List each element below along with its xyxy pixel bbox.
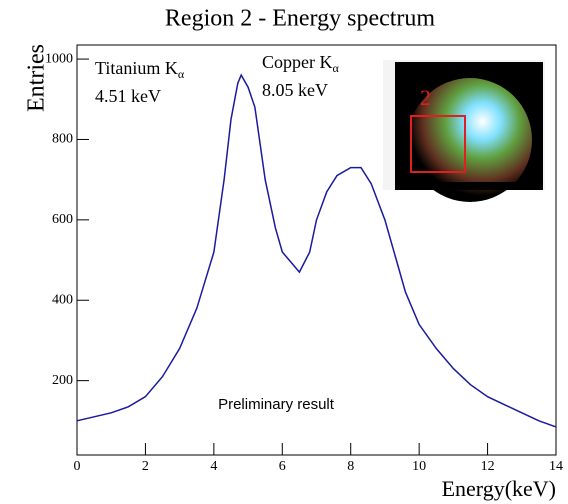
annotation-subscript: α [333,61,340,75]
annotation: Copper Kα [262,52,340,75]
y-tick-label: 200 [52,373,73,388]
y-tick-label: 1000 [45,51,73,66]
inset-image [395,182,543,190]
y-axis-label: Entries [24,44,50,112]
annotation: Titanium Kα [95,58,185,81]
x-tick-label: 4 [210,459,217,474]
x-tick-label: 12 [481,459,495,474]
y-tick-label: 600 [52,212,73,227]
x-tick-label: 10 [412,459,426,474]
annotation-energy: 8.05 keV [262,80,328,100]
annotation-energy: 4.51 keV [95,86,161,106]
y-tick-label: 800 [52,132,73,147]
inset-label: 2 [420,85,431,110]
x-axis-label: Energy(keV) [442,476,556,501]
annotation-text: Copper K [262,52,333,72]
spectrum-line [76,73,557,428]
x-tick-label: 2 [142,459,149,474]
x-tick-label: 8 [347,459,354,474]
inset [383,60,545,202]
inset-region [410,115,466,173]
x-tick-label: 0 [74,459,81,474]
annotation-subscript: α [178,67,185,81]
plot-frame [76,44,557,456]
x-tick-label: 6 [279,459,286,474]
y-tick-label: 400 [52,292,73,307]
x-tick-label: 14 [549,459,563,474]
annotation-text: Titanium K [95,58,178,78]
note: Preliminary result [218,396,335,413]
chart-title: Region 2 - Energy spectrum [165,6,435,32]
